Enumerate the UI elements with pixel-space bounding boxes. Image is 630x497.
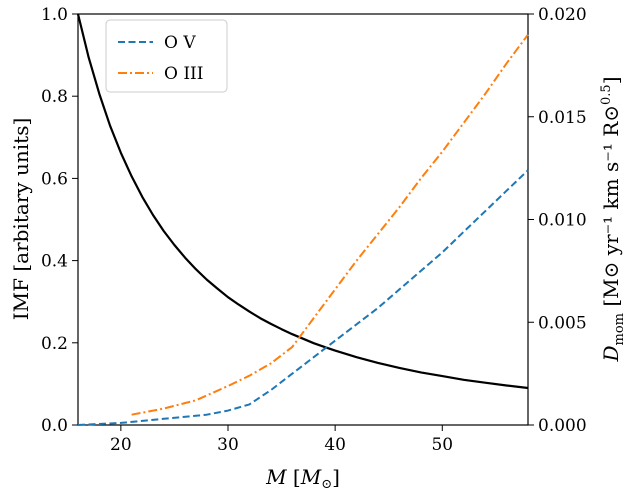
right-y-tick-label: 0.005 <box>538 313 587 333</box>
series-layer <box>76 13 529 426</box>
left-y-tick-label: 0.6 <box>41 169 68 189</box>
left-y-axis-ticks: 0.0 0.2 0.4 0.6 0.8 1.0 <box>41 5 78 436</box>
left-y-tick-label: 1.0 <box>41 5 68 25</box>
oiii-curve <box>131 34 529 416</box>
x-axis-ticks: 20 30 40 50 <box>110 425 453 455</box>
legend: O V O III <box>105 19 228 93</box>
left-y-tick-label: 0.2 <box>41 334 68 354</box>
left-y-tick-label: 0.4 <box>41 252 68 272</box>
x-tick-label: 50 <box>431 435 453 455</box>
x-tick-label: 30 <box>217 435 239 455</box>
x-tick-label: 40 <box>324 435 346 455</box>
x-axis-label: M [M⊙] <box>265 465 340 492</box>
right-y-axis-ticks: 0.000 0.005 0.010 0.015 0.020 <box>528 5 587 436</box>
left-y-tick-label: 0.0 <box>41 416 68 436</box>
right-y-tick-label: 0.000 <box>538 416 587 436</box>
x-tick-label: 20 <box>110 435 132 455</box>
legend-label-ov: O V <box>164 33 196 53</box>
imf-curve <box>76 13 529 390</box>
right-y-tick-label: 0.010 <box>538 211 587 231</box>
left-y-axis-label: IMF [arbitary units] <box>9 118 33 321</box>
ov-curve <box>77 169 529 426</box>
right-y-tick-label: 0.015 <box>538 108 587 128</box>
legend-label-oiii: O III <box>164 64 204 84</box>
right-y-axis-label: Dmom [M⊙ yr⁻¹ km s⁻¹ R⊙0.5] <box>599 76 627 362</box>
right-y-tick-label: 0.020 <box>538 5 587 25</box>
left-y-tick-label: 0.8 <box>41 87 68 107</box>
